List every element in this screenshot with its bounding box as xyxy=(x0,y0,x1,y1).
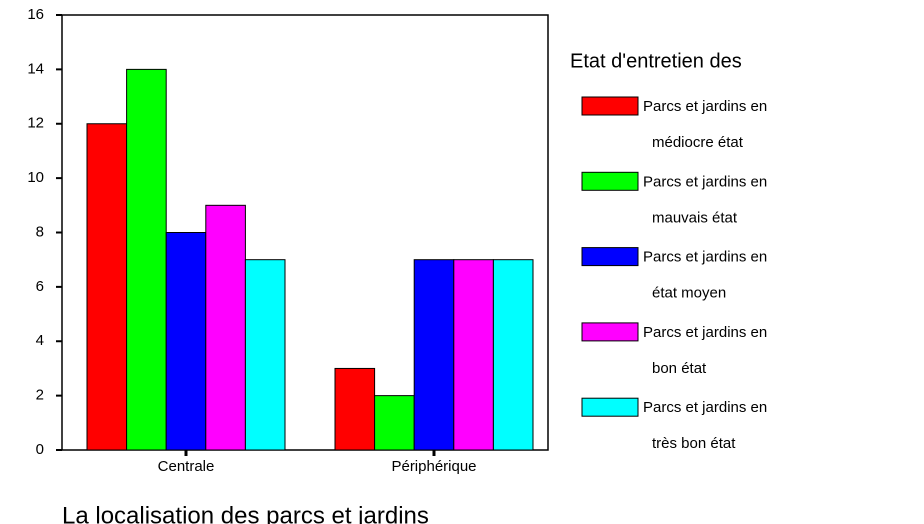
legend-label: Parcs et jardins en très bon état xyxy=(643,399,767,452)
legend-swatch xyxy=(581,171,639,191)
x-axis-title: La localisation des parcs et jardins xyxy=(62,502,429,524)
y-tick-label: 16 xyxy=(27,6,44,23)
bar xyxy=(453,259,494,451)
legend-swatch xyxy=(581,322,639,342)
y-tick-label: 12 xyxy=(27,115,44,132)
legend-swatch xyxy=(581,247,639,267)
bar xyxy=(413,259,455,451)
bar xyxy=(165,232,207,451)
x-tick-label: Périphérique xyxy=(391,458,476,475)
bar xyxy=(374,395,415,451)
bar xyxy=(244,259,286,451)
legend-label: Parcs et jardins en mauvais état xyxy=(643,173,767,226)
y-tick-label: 8 xyxy=(36,223,44,240)
bar xyxy=(334,367,376,451)
y-tick-label: 14 xyxy=(27,60,44,77)
legend-swatch xyxy=(581,96,639,116)
y-tick-label: 2 xyxy=(36,387,44,404)
y-tick-label: 6 xyxy=(36,278,44,295)
legend-label: Parcs et jardins en médiocre état xyxy=(643,98,767,151)
x-tick-label: Centrale xyxy=(158,458,215,475)
bar xyxy=(86,123,128,451)
bar xyxy=(126,68,167,451)
bar xyxy=(205,204,246,451)
legend-title: Etat d'entretien des xyxy=(570,50,742,72)
bar xyxy=(492,259,534,451)
legend-swatch xyxy=(581,397,639,417)
legend-label: Parcs et jardins en état moyen xyxy=(643,249,767,302)
y-tick-label: 4 xyxy=(36,332,44,349)
y-tick-label: 0 xyxy=(36,441,44,458)
legend-label: Parcs et jardins en bon état xyxy=(643,324,767,377)
y-tick-label: 10 xyxy=(27,169,44,186)
